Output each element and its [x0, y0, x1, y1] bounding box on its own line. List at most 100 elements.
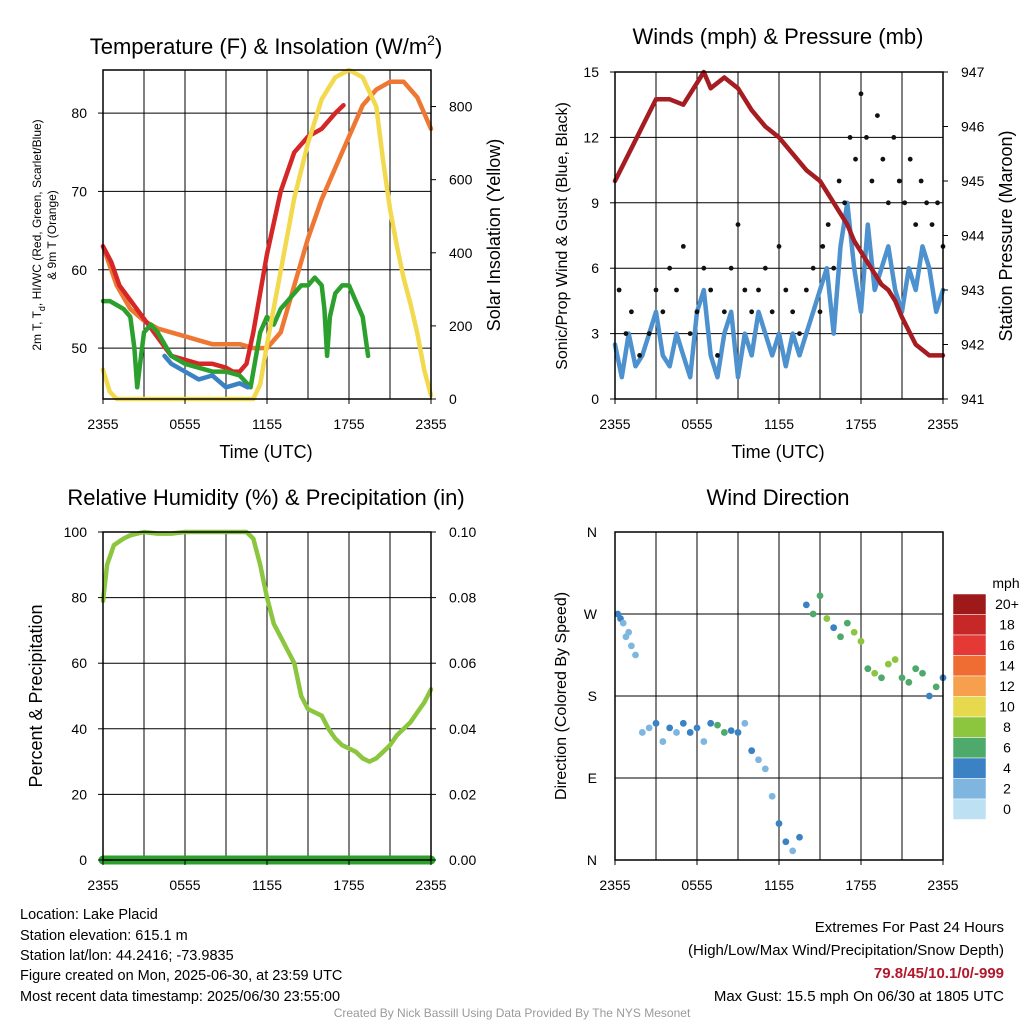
gust-point — [935, 200, 940, 206]
x-tick-label: 1155 — [764, 877, 794, 893]
gust-point — [831, 265, 837, 271]
humidity-panel: Relative Humidity (%) & Precipitation (i… — [26, 485, 476, 893]
gust-point — [924, 200, 929, 206]
gust-point — [623, 331, 629, 336]
y-right-tick-label: 0.00 — [449, 852, 476, 868]
gust-point — [864, 135, 869, 140]
direction-point — [816, 592, 824, 600]
series-line-0 — [100, 529, 434, 764]
y-tick-label: 12 — [583, 129, 599, 145]
temperature-ylabel-left-1: 2m T, Td, HI/WC (Red, Green, Scarlet/Blu… — [30, 119, 47, 350]
series-line-3 — [162, 353, 251, 390]
gust-point — [858, 91, 864, 97]
gust-point — [715, 353, 720, 358]
x-tick-label: 1755 — [333, 416, 364, 432]
direction-point — [727, 727, 735, 735]
gust-point — [820, 244, 826, 249]
gust-point — [674, 287, 679, 293]
temperature-title: Temperature (F) & Insolation (W/m2) — [90, 32, 443, 59]
y-right-tick-label: 0.02 — [449, 786, 476, 802]
gust-point — [885, 200, 891, 206]
y-tick-label: 20 — [71, 786, 87, 802]
x-tick-label: 2355 — [87, 877, 118, 893]
info-elevation: Station elevation: 615.1 m — [20, 928, 188, 944]
direction-point — [632, 651, 639, 659]
direction-point — [741, 719, 749, 727]
info-created: Figure created on Mon, 2025-06-30, at 23… — [20, 968, 343, 984]
x-tick-label: 1155 — [252, 416, 282, 432]
x-tick-label: 2355 — [599, 416, 630, 432]
winds-ylabel-left: Sonic/Prop Wind & Gust (Blue, Black) — [554, 102, 571, 370]
x-tick-label: 0555 — [681, 416, 712, 432]
x-tick-label: 0555 — [169, 416, 200, 432]
y-right-tick-label: 946 — [961, 119, 985, 135]
y-right-tick-label: 942 — [961, 337, 985, 353]
direction-point — [782, 838, 790, 846]
winds-title: Winds (mph) & Pressure (mb) — [633, 24, 924, 49]
gust-point — [902, 200, 908, 206]
direction-point — [714, 721, 721, 729]
gust-point — [836, 178, 842, 184]
direction-point — [891, 656, 899, 663]
y-tick-label: 6 — [591, 260, 599, 276]
gust-point — [680, 244, 686, 249]
direction-point — [857, 637, 865, 645]
speed-legend-label: 6 — [1003, 740, 1011, 756]
gust-point — [742, 287, 748, 293]
y-right-tick-label: 0.10 — [449, 524, 476, 540]
x-tick-label: 2355 — [599, 877, 630, 893]
x-tick-label: 2355 — [415, 416, 446, 432]
y-right-tick-label: 0.08 — [449, 590, 476, 606]
y-tick-label: 15 — [583, 64, 599, 80]
y-tick-label: S — [588, 688, 597, 704]
direction-point — [925, 692, 933, 700]
x-tick-label: 2355 — [415, 877, 446, 893]
speed-legend-swatch — [952, 798, 987, 820]
direction-point — [768, 792, 776, 800]
direction-point — [628, 642, 635, 650]
winds-xlabel: Time (UTC) — [731, 442, 824, 462]
direction-point — [884, 660, 892, 668]
y-tick-label: 70 — [71, 183, 87, 199]
temperature-ylabel-left-2: & 9m T (Orange) — [45, 190, 59, 280]
direction-point — [673, 729, 680, 736]
direction-point — [837, 633, 844, 641]
y-tick-label: 0 — [591, 391, 599, 407]
direction-point — [720, 729, 728, 736]
direction-point — [679, 719, 687, 727]
y-tick-label: 0 — [79, 852, 87, 868]
direction-point — [830, 624, 838, 632]
gust-point — [735, 222, 741, 228]
speed-legend-swatch — [952, 614, 987, 636]
gust-point — [875, 113, 880, 118]
y-right-tick-label: 941 — [961, 391, 985, 407]
direction-point — [748, 747, 756, 755]
series-line-0 — [612, 200, 946, 380]
x-tick-label: 1755 — [333, 877, 364, 893]
gust-point — [817, 309, 823, 315]
temperature-panel: Temperature (F) & Insolation (W/m2) 2355… — [30, 32, 504, 462]
direction-point — [789, 847, 797, 855]
direction-point — [802, 601, 810, 609]
gust-point — [762, 265, 768, 271]
speed-legend-label: 14 — [999, 658, 1015, 674]
gust-point — [701, 265, 707, 271]
gust-point — [616, 287, 622, 293]
gust-point — [783, 287, 789, 293]
x-tick-label: 1755 — [845, 877, 876, 893]
insolation-ylabel-right: Solar Insolation (Yellow) — [484, 139, 504, 331]
y-right-tick-label: 0.06 — [449, 655, 476, 671]
y-tick-label: 50 — [71, 340, 87, 356]
direction-point — [645, 724, 653, 732]
speed-legend-label: 0 — [1003, 801, 1011, 817]
wind-direction-ylabel-left: Direction (Colored By Speed) — [553, 592, 570, 800]
gust-point — [721, 309, 727, 315]
info-recent: Most recent data timestamp: 2025/06/30 2… — [20, 989, 341, 1005]
speed-legend-swatch — [952, 757, 987, 779]
direction-point — [932, 683, 940, 691]
wind-direction-title: Wind Direction — [706, 485, 849, 510]
direction-point — [823, 615, 831, 622]
y-tick-label: 60 — [71, 262, 87, 278]
gust-point — [708, 287, 714, 293]
gust-point — [907, 156, 913, 162]
